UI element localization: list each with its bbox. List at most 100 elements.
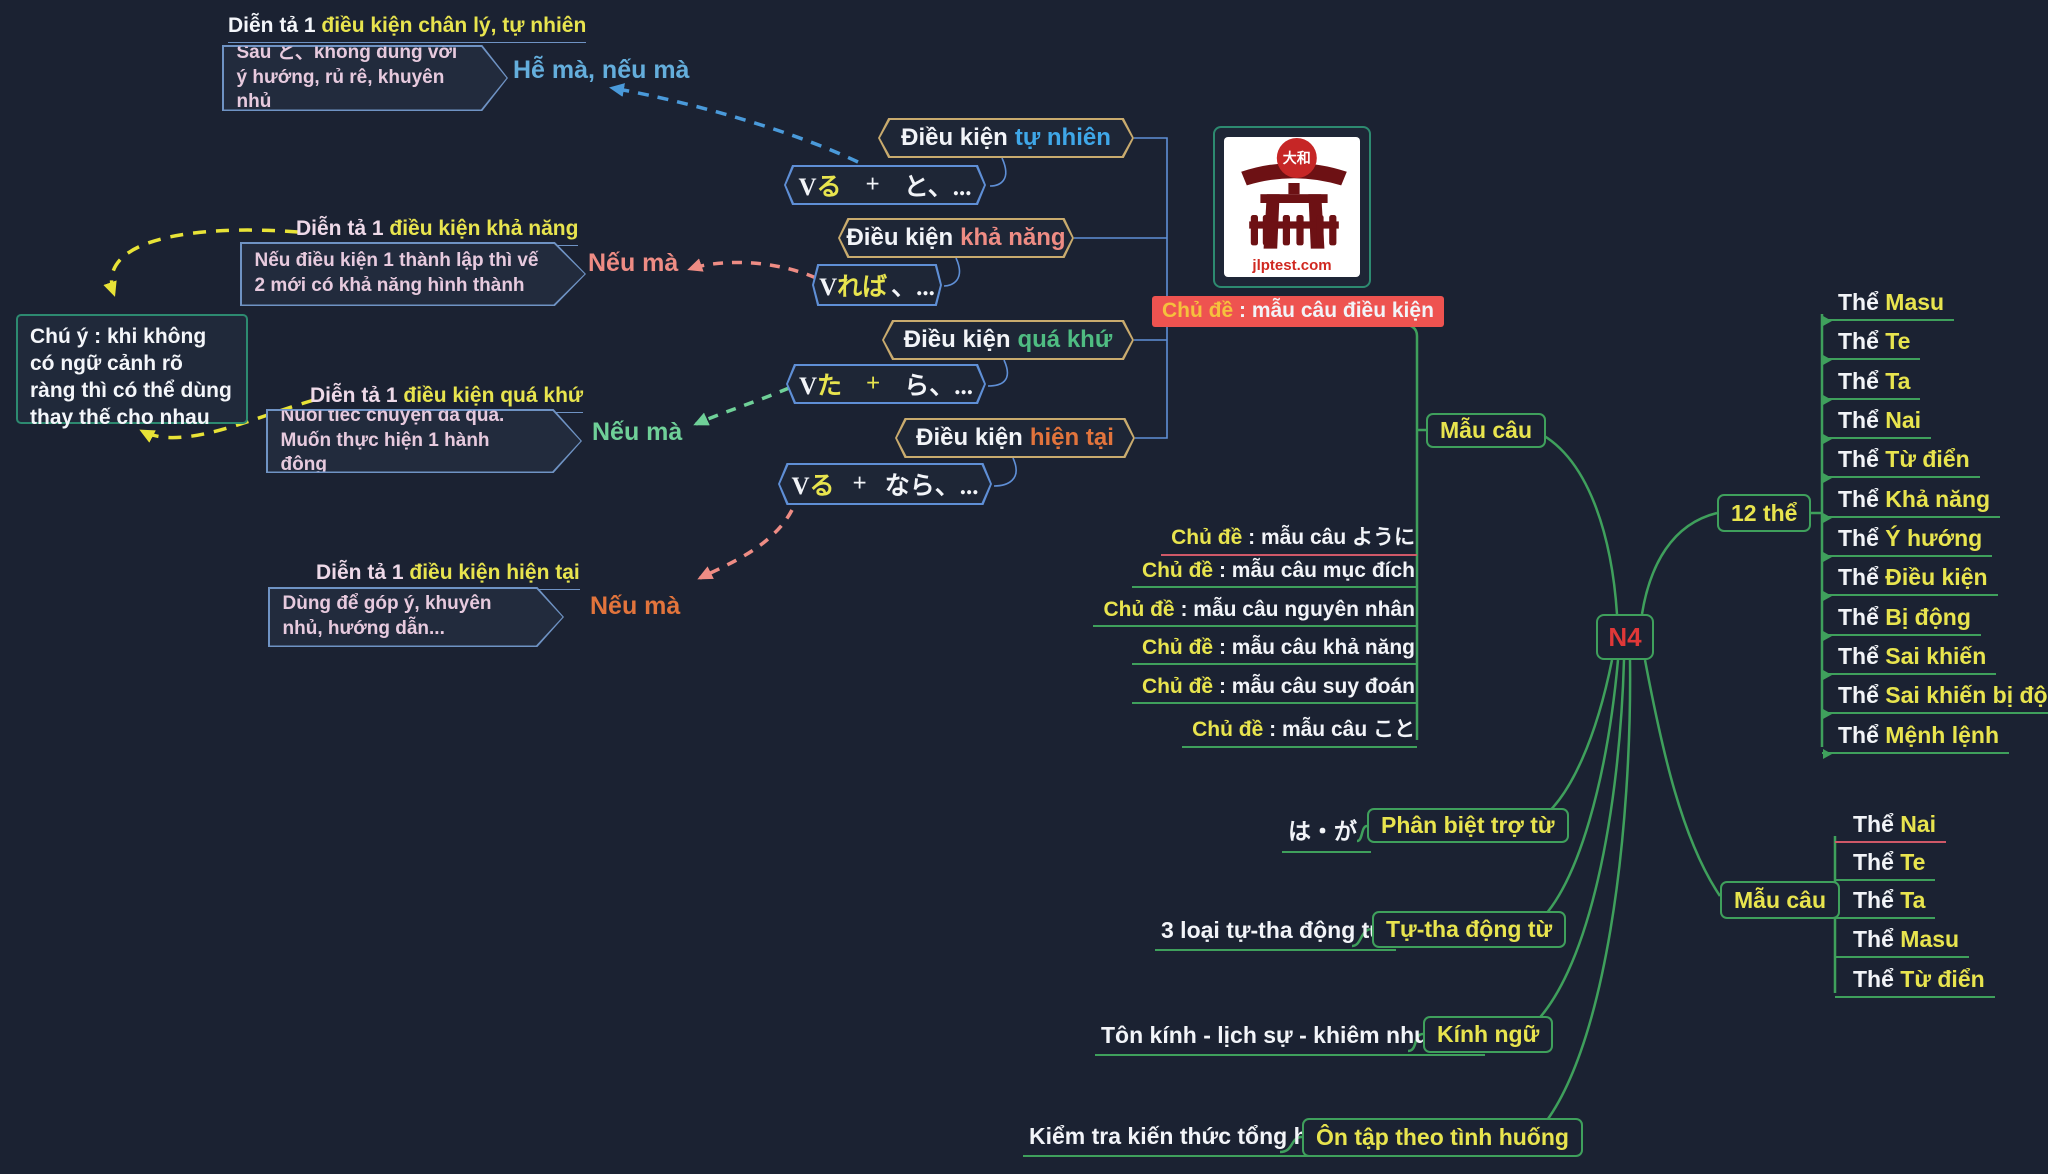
row-note-tu-tha: 3 loại tự-tha động từ xyxy=(1155,917,1396,951)
form-item-te[interactable]: Thể Te xyxy=(1822,328,1921,365)
form-rest: 、... xyxy=(891,274,935,301)
form-verb: Vれば xyxy=(819,267,887,303)
form-item-nai[interactable]: Thể Nai xyxy=(1822,407,1932,444)
topic-rest: : mẫu câu nguyên nhân xyxy=(1174,598,1415,621)
form5-item-nai[interactable]: Thể Nai xyxy=(1835,811,1947,843)
topic-rest: : mẫu câu điều kiện xyxy=(1233,299,1434,322)
branch-tu-tha-dong-tu[interactable]: Tự-tha động từ xyxy=(1372,911,1567,948)
topic-item-koto[interactable]: Chủ đề : mẫu câu こと xyxy=(1182,713,1417,748)
condition-label: Điều kiện xyxy=(846,224,954,251)
form-box-potential[interactable]: Vれば、... xyxy=(812,264,942,306)
form-kana: る xyxy=(809,473,835,500)
form-name: Te xyxy=(1900,849,1926,875)
row-note-kiem-tra: Kiểm tra kiến thức tổng hợp xyxy=(1023,1123,1349,1157)
condition-node-present[interactable]: Điều kiện hiện tại xyxy=(895,418,1135,458)
topic-item-youni[interactable]: Chủ đề : mẫu câu ように xyxy=(1161,521,1417,556)
form5-item-ta[interactable]: Thể Ta xyxy=(1835,887,1936,919)
form-name: Nai xyxy=(1900,811,1937,837)
form-item-y-huong[interactable]: Thể Ý hướng xyxy=(1822,525,1993,562)
form-item-tu-dien[interactable]: Thể Từ điển xyxy=(1822,446,1980,483)
topic-rest: : mẫu câu suy đoán xyxy=(1213,675,1415,698)
callout-past-box[interactable]: Nuối tiếc chuyện đã qua. Muốn thực hiện … xyxy=(266,409,582,473)
form-prefix: Thể xyxy=(1838,407,1886,433)
condition-node-past[interactable]: Điều kiện quá khứ xyxy=(882,320,1134,360)
form-item-masu[interactable]: Thể Masu xyxy=(1822,289,1955,326)
form-item-menh-lenh[interactable]: Thể Mệnh lệnh xyxy=(1822,722,2010,759)
branch-mau-cau-bottom[interactable]: Mẫu câu xyxy=(1720,881,1841,919)
logo-card: 大和 jlptest.com xyxy=(1224,137,1360,277)
form-name: Sai khiến bị động xyxy=(1885,682,2048,708)
condition-label: Điều kiện xyxy=(901,124,1008,151)
callout-present-desc: Dùng để góp ý, khuyên nhủ, hướng dẫn... xyxy=(269,588,563,646)
branch-12-the[interactable]: 12 thể xyxy=(1717,494,1812,532)
row-note-kinh-ngu: Tôn kính - lịch sự - khiêm nhường xyxy=(1095,1022,1486,1056)
form-item-dieu-kien[interactable]: Thể Điều kiện xyxy=(1822,564,1998,601)
form-name: Điều kiện xyxy=(1885,564,1988,590)
callout-past-title: Diễn tả 1 điều kiện quá khứ xyxy=(310,384,584,413)
form5-item-te[interactable]: Thể Te xyxy=(1835,849,1936,881)
title-highlight: điều kiện khả năng xyxy=(389,217,579,240)
form-item-ta[interactable]: Thể Ta xyxy=(1822,368,1921,405)
condition-label-highlight: hiện tại xyxy=(1029,424,1114,451)
form-verb: Vる xyxy=(791,466,834,502)
form-rest: なら、... xyxy=(884,473,979,500)
topic-prefix: Chủ đề xyxy=(1192,718,1264,741)
condition-node-potential[interactable]: Điều kiện khả năng xyxy=(838,218,1074,258)
cue-truth: Hễ mà, nếu mà xyxy=(513,56,690,84)
title-prefix: Diễn tả 1 xyxy=(310,384,404,407)
logo[interactable]: 大和 jlptest.com xyxy=(1213,126,1371,288)
form-plus: + xyxy=(866,370,881,397)
form-name: Từ điển xyxy=(1885,446,1970,472)
cue-present: Nếu mà xyxy=(590,592,681,620)
condition-label: Điều kiện xyxy=(916,424,1023,451)
form-item-bi-dong[interactable]: Thể Bị động xyxy=(1822,604,1981,641)
form-name: Masu xyxy=(1900,926,1960,952)
form-item-sai-khien[interactable]: Thể Sai khiến xyxy=(1822,643,1997,680)
form-prefix: Thể xyxy=(1853,966,1901,992)
form-name: Sai khiến xyxy=(1885,643,1987,669)
condition-node-natural[interactable]: Điều kiện tự nhiên xyxy=(878,118,1134,158)
topic-item-kha-nang[interactable]: Chủ đề : mẫu câu khả năng xyxy=(1131,636,1417,665)
callout-potential-title: Diễn tả 1 điều kiện khả năng xyxy=(296,217,579,246)
form-v: V xyxy=(798,373,818,400)
form-prefix: Thể xyxy=(1853,926,1901,952)
form5-item-tu-dien[interactable]: Thể Từ điển xyxy=(1835,966,1995,998)
condition-label-highlight: quá khứ xyxy=(1017,326,1113,353)
note-box[interactable]: Chú ý : khi không có ngữ cảnh rõ ràng th… xyxy=(16,314,248,429)
form-prefix: Thể xyxy=(1838,328,1886,354)
topic-item-muc-dich[interactable]: Chủ đề : mẫu câu mục đích xyxy=(1131,559,1417,588)
branch-kinh-ngu[interactable]: Kính ngữ xyxy=(1423,1016,1554,1053)
topic-prefix: Chủ đề xyxy=(1103,598,1175,621)
form-name: Khả năng xyxy=(1885,486,1991,512)
form-v: V xyxy=(819,274,838,301)
branch-phan-biet-tro-tu[interactable]: Phân biệt trợ từ xyxy=(1367,808,1569,843)
form-item-sai-khien-bi-dong[interactable]: Thể Sai khiến bị động xyxy=(1822,682,2048,719)
root-node-n4[interactable]: N4 xyxy=(1596,614,1654,660)
topic-rest: : mẫu câu mục đích xyxy=(1213,559,1415,582)
form-box-present[interactable]: Vる + なら、... xyxy=(778,463,992,505)
form-v: V xyxy=(791,473,810,500)
branch-mau-cau-top[interactable]: Mẫu câu xyxy=(1426,413,1547,448)
form5-item-masu[interactable]: Thể Masu xyxy=(1835,926,1970,958)
form-plus: + xyxy=(852,470,867,497)
callout-potential-box[interactable]: Nếu điều kiện 1 thành lập thì vế 2 mới c… xyxy=(240,242,586,306)
topic-item-suy-doan[interactable]: Chủ đề : mẫu câu suy đoán xyxy=(1131,675,1417,704)
form-box-past[interactable]: Vた + ら、... xyxy=(786,364,986,404)
form-name: Ý hướng xyxy=(1885,525,1983,551)
topic-item-nguyen-nhan[interactable]: Chủ đề : mẫu câu nguyên nhân xyxy=(1093,598,1417,627)
form-rest: ら、... xyxy=(904,373,974,400)
topic-rest: : mẫu câu ように xyxy=(1242,526,1415,549)
topic-rest: : mẫu câu khả năng xyxy=(1213,636,1415,659)
form-verb: Vた xyxy=(799,366,842,402)
topic-prefix: Chủ đề xyxy=(1141,559,1214,582)
form-box-natural[interactable]: Vる + と、... xyxy=(784,165,986,205)
form-verb: Vる xyxy=(798,167,841,203)
topic-node-dieu-kien[interactable]: Chủ đề : mẫu câu điều kiện xyxy=(1152,296,1444,327)
form-prefix: Thể xyxy=(1838,446,1886,472)
branch-on-tap[interactable]: Ôn tập theo tình huống xyxy=(1302,1118,1583,1157)
callout-truth-box[interactable]: Sau と、không dùng với ý hướng, rủ rê, khu… xyxy=(222,45,508,111)
form-kana: る xyxy=(816,174,842,201)
form-item-kha-nang[interactable]: Thể Khả năng xyxy=(1822,486,2001,523)
callout-present-box[interactable]: Dùng để góp ý, khuyên nhủ, hướng dẫn... xyxy=(268,587,564,647)
